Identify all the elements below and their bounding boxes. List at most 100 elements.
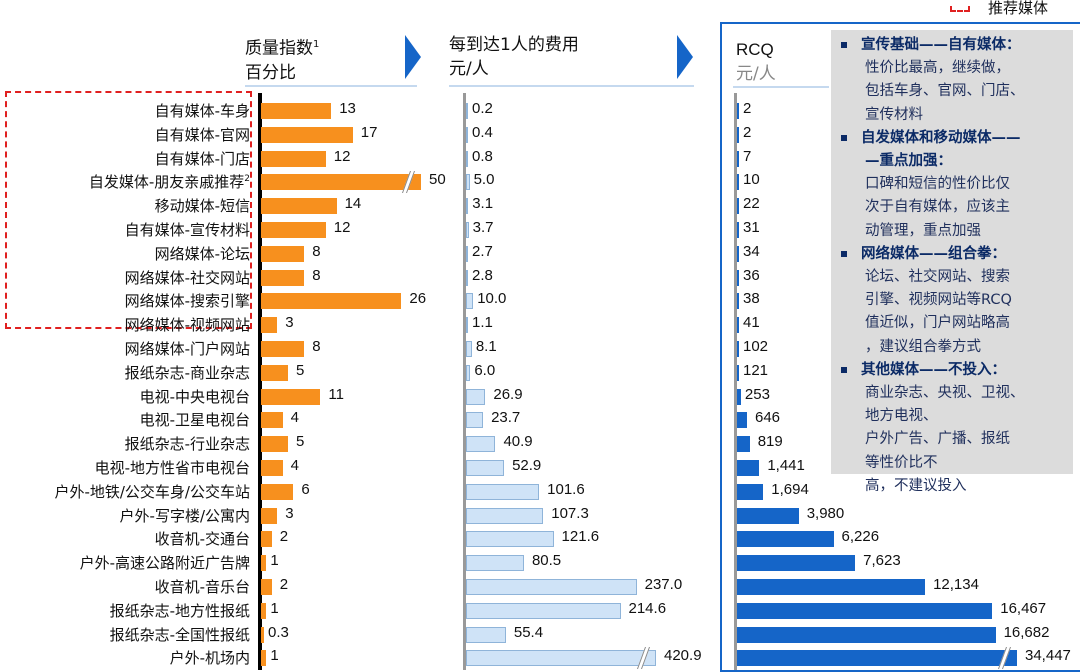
note-heading-text: 自发媒体和移动媒体—— bbox=[861, 129, 1021, 146]
quality-value-label: 3 bbox=[285, 314, 294, 332]
rcq-value-label: 31 bbox=[743, 219, 760, 236]
cost-bar bbox=[466, 150, 468, 167]
note-line: 地方电视、 bbox=[865, 408, 938, 425]
quality-bar bbox=[261, 174, 421, 191]
cost-bar bbox=[466, 269, 469, 286]
cost-value-label: 26.9 bbox=[493, 385, 523, 403]
rcq-unit: 元/人 bbox=[736, 64, 776, 84]
category-label: 电视-卫星电视台 bbox=[139, 411, 250, 430]
category-label: 自有媒体-门店 bbox=[154, 149, 250, 168]
rcq-bar bbox=[737, 198, 739, 215]
rcq-bar bbox=[737, 269, 739, 286]
category-label: 网络媒体-视频网站 bbox=[124, 316, 250, 335]
cost-bar bbox=[466, 103, 468, 119]
note-line: 商业杂志、央视、卫视、 bbox=[865, 385, 1025, 402]
footnote-mark: 2 bbox=[244, 174, 250, 185]
quality-value-label: 3 bbox=[285, 504, 294, 522]
rcq-bar bbox=[737, 507, 799, 524]
rcq-value-label: 6,226 bbox=[841, 528, 880, 546]
quality-value-label: 8 bbox=[312, 242, 321, 260]
note-line: 口碑和短信的性价比仅 bbox=[865, 176, 1010, 193]
rcq-bar bbox=[737, 341, 739, 357]
rcq-value-label: 1,441 bbox=[767, 457, 805, 474]
rcq-title: RCQ bbox=[736, 40, 774, 59]
quality-bar bbox=[261, 317, 278, 334]
quality-value-label: 2 bbox=[279, 576, 289, 593]
cost-title: 每到达1人的费用 bbox=[449, 35, 579, 55]
cost-value-label: 3.1 bbox=[472, 195, 494, 213]
rcq-bar bbox=[737, 150, 739, 167]
category-label: 收音机-交通台 bbox=[154, 530, 250, 549]
note-heading: 自发媒体和移动媒体—— bbox=[841, 127, 1065, 150]
rcq-axis bbox=[734, 93, 737, 671]
rcq-value-label: 7 bbox=[743, 147, 752, 165]
rcq-bar bbox=[737, 126, 739, 143]
quality-bar bbox=[261, 293, 402, 310]
cost-bar bbox=[466, 174, 470, 191]
category-label: 移动媒体-短信 bbox=[154, 197, 250, 216]
quality-bar bbox=[261, 650, 267, 667]
arrow-right-icon bbox=[405, 35, 421, 79]
bullet-icon bbox=[841, 250, 847, 257]
note-line: 宣传材料 bbox=[865, 106, 923, 123]
category-label: 报纸杂志-地方性报纸 bbox=[109, 601, 250, 620]
legend-label: 推荐媒体 bbox=[988, 0, 1049, 17]
quality-value-label: 4 bbox=[290, 457, 299, 474]
rcq-bar bbox=[737, 483, 764, 500]
rcq-value-label: 253 bbox=[744, 385, 770, 403]
quality-value-label: 26 bbox=[409, 290, 427, 308]
quality-bar bbox=[261, 269, 305, 286]
rcq-value-label: 16,467 bbox=[1000, 599, 1047, 617]
cost-value-label: 40.9 bbox=[503, 433, 533, 451]
cost-value-label: 1.1 bbox=[472, 314, 493, 332]
cost-bar bbox=[466, 507, 544, 524]
category-label: 自发媒体-朋友亲戚推荐2 bbox=[88, 173, 250, 192]
cost-value-label: 55.4 bbox=[513, 623, 544, 641]
note-line: 性价比最高，继续做， bbox=[865, 60, 1010, 77]
cost-value-label: 2.7 bbox=[472, 242, 493, 260]
quality-bar bbox=[261, 436, 288, 453]
category-label: 户外-机场内 bbox=[169, 649, 250, 668]
rcq-bar bbox=[737, 222, 739, 238]
header-underline bbox=[733, 86, 829, 88]
cost-bar bbox=[466, 579, 637, 595]
cost-bar bbox=[466, 222, 469, 238]
quality-bar bbox=[261, 555, 267, 572]
rcq-header: RCQ 元/人 bbox=[736, 38, 776, 86]
note-heading-text: 宣传基础——自有媒体： bbox=[861, 37, 1021, 53]
cost-value-label: 0.4 bbox=[472, 123, 493, 141]
quality-value-label: 17 bbox=[360, 123, 378, 141]
quality-value-label: 8 bbox=[312, 266, 321, 284]
note-line: ，建议组合拳方式 bbox=[865, 338, 981, 355]
quality-value-label: 1 bbox=[270, 599, 279, 617]
quality-value-label: 5 bbox=[296, 433, 305, 451]
quality-value-label: 14 bbox=[344, 195, 362, 213]
category-label: 网络媒体-社交网站 bbox=[124, 268, 250, 287]
rcq-bar bbox=[737, 245, 739, 262]
quality-bar bbox=[261, 341, 305, 357]
category-label: 户外-高速公路附近广告牌 bbox=[79, 554, 250, 573]
cost-value-label: 80.5 bbox=[531, 552, 562, 570]
cost-header: 每到达1人的费用 元/人 bbox=[449, 33, 579, 81]
quality-bar bbox=[261, 531, 272, 548]
cost-value-label: 237.0 bbox=[644, 576, 683, 593]
rcq-bar bbox=[737, 317, 739, 334]
rcq-value-label: 34,447 bbox=[1025, 647, 1071, 665]
rcq-bar bbox=[737, 626, 996, 643]
rcq-bar bbox=[737, 364, 739, 381]
quality-value-label: 1 bbox=[270, 647, 279, 665]
rcq-value-label: 22 bbox=[743, 195, 760, 213]
header-underline bbox=[449, 85, 694, 87]
category-label: 户外-地铁/公交车身/公交车站 bbox=[54, 482, 250, 501]
note-line: 引擎、视频网站等RCQ bbox=[865, 292, 1012, 309]
category-label: 自有媒体-车身 bbox=[154, 102, 250, 120]
quality-axis bbox=[258, 93, 262, 671]
cost-value-label: 23.7 bbox=[491, 409, 521, 427]
rcq-value-label: 38 bbox=[743, 290, 760, 308]
note-heading: 其他媒体——不投入： bbox=[841, 359, 1065, 382]
quality-title: 质量指数 bbox=[245, 38, 313, 59]
quality-unit: 百分比 bbox=[245, 62, 296, 83]
cost-value-label: 52.9 bbox=[512, 457, 542, 474]
cost-value-label: 101.6 bbox=[547, 480, 585, 498]
rcq-bar bbox=[737, 412, 747, 429]
